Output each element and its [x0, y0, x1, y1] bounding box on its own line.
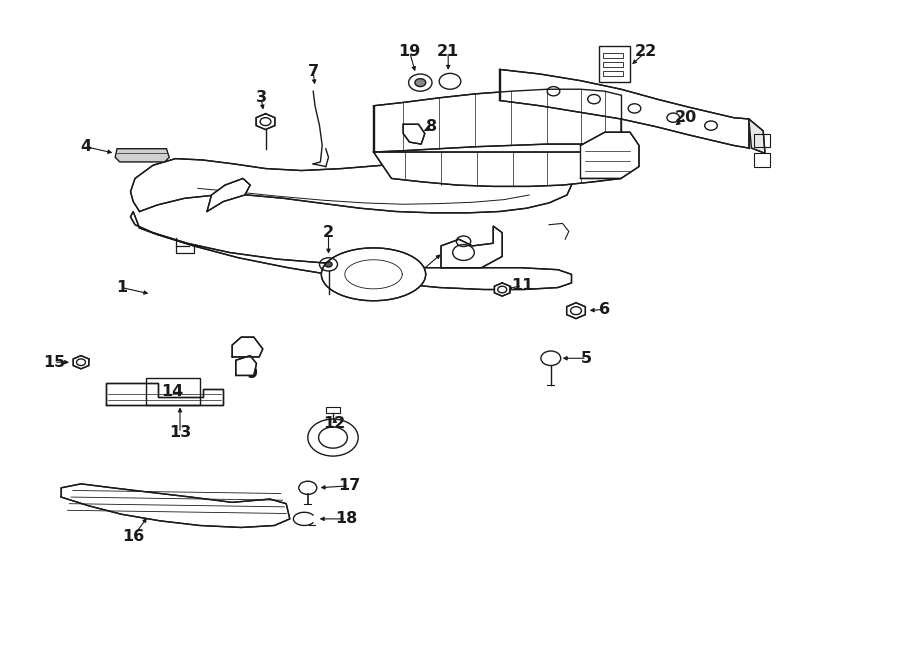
Polygon shape: [321, 248, 426, 301]
Polygon shape: [403, 124, 425, 144]
Text: 13: 13: [169, 426, 191, 440]
Polygon shape: [61, 484, 290, 527]
Polygon shape: [106, 383, 223, 405]
Polygon shape: [374, 89, 621, 152]
Bar: [754, 153, 770, 167]
Text: 12: 12: [324, 416, 346, 430]
Text: 3: 3: [256, 91, 266, 105]
Text: 6: 6: [599, 302, 610, 317]
Polygon shape: [441, 226, 502, 268]
Text: 5: 5: [581, 351, 592, 366]
Text: 2: 2: [323, 225, 334, 240]
Bar: [603, 53, 623, 58]
Polygon shape: [374, 152, 621, 186]
Text: 14: 14: [162, 384, 184, 399]
Polygon shape: [494, 283, 510, 296]
Polygon shape: [207, 178, 250, 212]
Polygon shape: [130, 212, 572, 290]
Bar: [603, 71, 623, 76]
Bar: [598, 46, 630, 82]
Text: 11: 11: [511, 278, 533, 293]
Bar: [603, 62, 623, 67]
Bar: [754, 134, 770, 147]
Text: 8: 8: [427, 120, 437, 134]
Circle shape: [325, 262, 332, 267]
Polygon shape: [115, 149, 169, 162]
Bar: [146, 378, 200, 405]
Text: 17: 17: [338, 479, 360, 493]
Text: 16: 16: [122, 529, 144, 544]
Text: 10: 10: [401, 272, 423, 286]
Polygon shape: [500, 69, 749, 148]
Polygon shape: [567, 303, 585, 319]
Text: 1: 1: [116, 280, 127, 295]
Polygon shape: [236, 356, 256, 375]
Polygon shape: [130, 159, 572, 213]
Text: 9: 9: [247, 366, 257, 381]
Polygon shape: [580, 132, 639, 178]
Text: 19: 19: [399, 44, 420, 59]
Polygon shape: [73, 356, 89, 369]
Circle shape: [415, 79, 426, 87]
Polygon shape: [256, 114, 274, 130]
Text: 21: 21: [437, 44, 459, 59]
Text: 4: 4: [80, 139, 91, 154]
Text: 15: 15: [43, 355, 65, 369]
Text: 20: 20: [675, 110, 697, 125]
Bar: [326, 407, 340, 413]
Polygon shape: [749, 119, 765, 153]
Polygon shape: [232, 337, 263, 357]
Text: 22: 22: [635, 44, 657, 59]
Text: 18: 18: [336, 512, 357, 526]
Text: 7: 7: [308, 64, 319, 79]
